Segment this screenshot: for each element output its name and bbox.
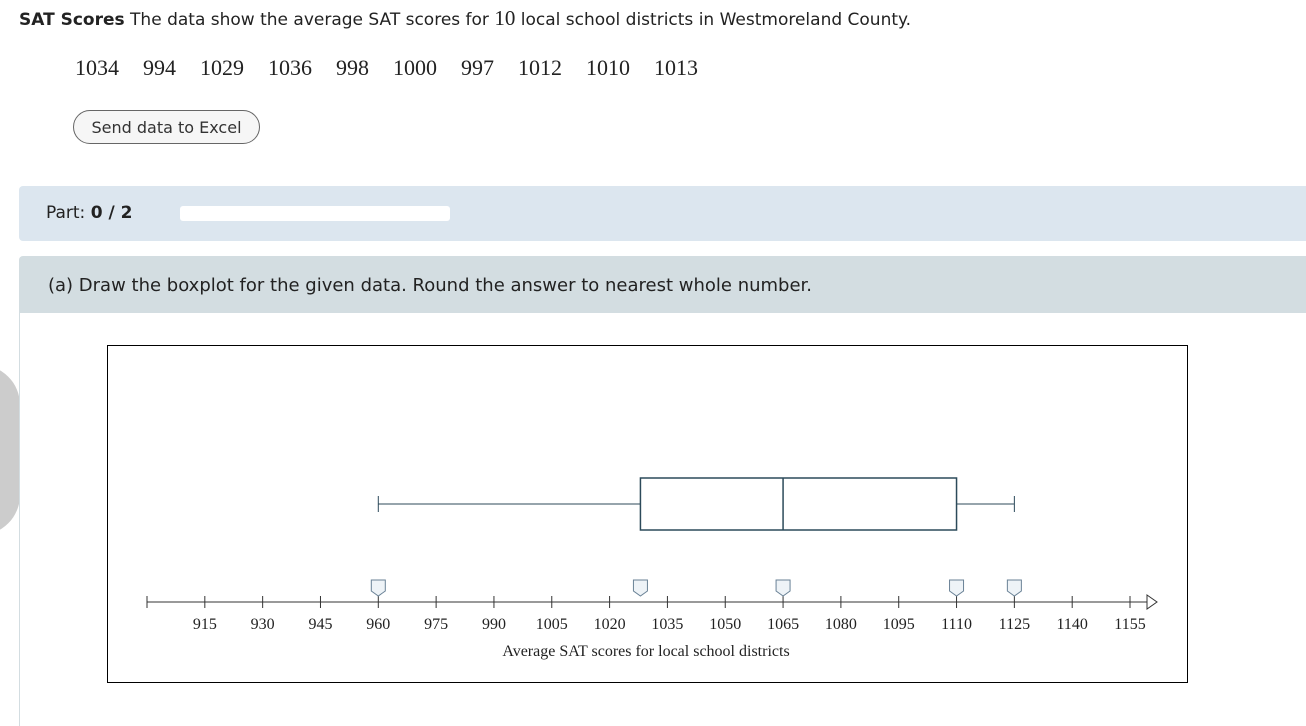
send-to-excel-button[interactable]: Send data to Excel [73,110,260,144]
data-values: 1034 994 1029 1036 998 1000 997 1012 1010 1013 [75,55,722,81]
x-tick-label: 1080 [825,616,857,633]
drag-handle[interactable] [949,579,965,597]
data-value: 994 [143,55,176,80]
x-tick-label: 1065 [767,616,799,633]
data-value: 1029 [200,55,244,80]
part-indicator: Part: 0 / 2 [46,203,132,223]
x-tick-label: 1140 [1056,616,1087,633]
problem-text: local school districts in Westmoreland C… [520,10,912,30]
problem-count: 10 [494,6,516,30]
x-tick-label: 990 [482,616,506,633]
part-value: 0 / 2 [90,203,133,223]
x-tick-label: 1020 [594,616,626,633]
x-tick-label: 1110 [941,616,972,633]
x-tick-label: 1005 [536,616,568,633]
progress-bar [180,206,450,221]
data-value: 1013 [654,55,698,80]
question-text: (a) Draw the boxplot for the given data.… [48,275,813,296]
drag-handle[interactable] [1006,579,1022,597]
chart-frame [107,345,1188,683]
data-value: 997 [461,55,494,80]
x-axis-label: Average SAT scores for local school dist… [502,643,789,660]
problem-text: The data show the average SAT scores for [130,10,489,30]
data-value: 1036 [268,55,312,80]
data-value: 998 [336,55,369,80]
x-tick-label: 1050 [709,616,741,633]
axis-arrow [1146,594,1158,610]
data-value: 1010 [586,55,630,80]
x-tick-label: 1155 [1114,616,1145,633]
data-value: 1012 [518,55,562,80]
box [639,477,958,531]
problem-statement: SAT Scores The data show the average SAT… [19,6,911,31]
x-tick-label: 915 [193,616,217,633]
x-tick-label: 960 [366,616,390,633]
x-tick-label: 1095 [883,616,915,633]
data-value: 1000 [393,55,437,80]
x-tick-label: 930 [251,616,275,633]
drag-handle[interactable] [632,579,648,597]
x-tick-label: 1125 [999,616,1030,633]
x-tick-label: 975 [424,616,448,633]
drag-handle[interactable] [370,579,386,597]
panel-border [19,313,20,726]
x-tick-label: 945 [308,616,332,633]
data-value: 1034 [75,55,119,80]
problem-title: SAT Scores [19,10,125,30]
question-bar [19,256,1306,313]
boxplot-chart: Average SAT scores for local school dist… [107,345,1188,683]
side-tab[interactable] [0,365,20,535]
x-tick-label: 1035 [651,616,683,633]
part-label: Part: [46,203,86,223]
drag-handle[interactable] [775,579,791,597]
